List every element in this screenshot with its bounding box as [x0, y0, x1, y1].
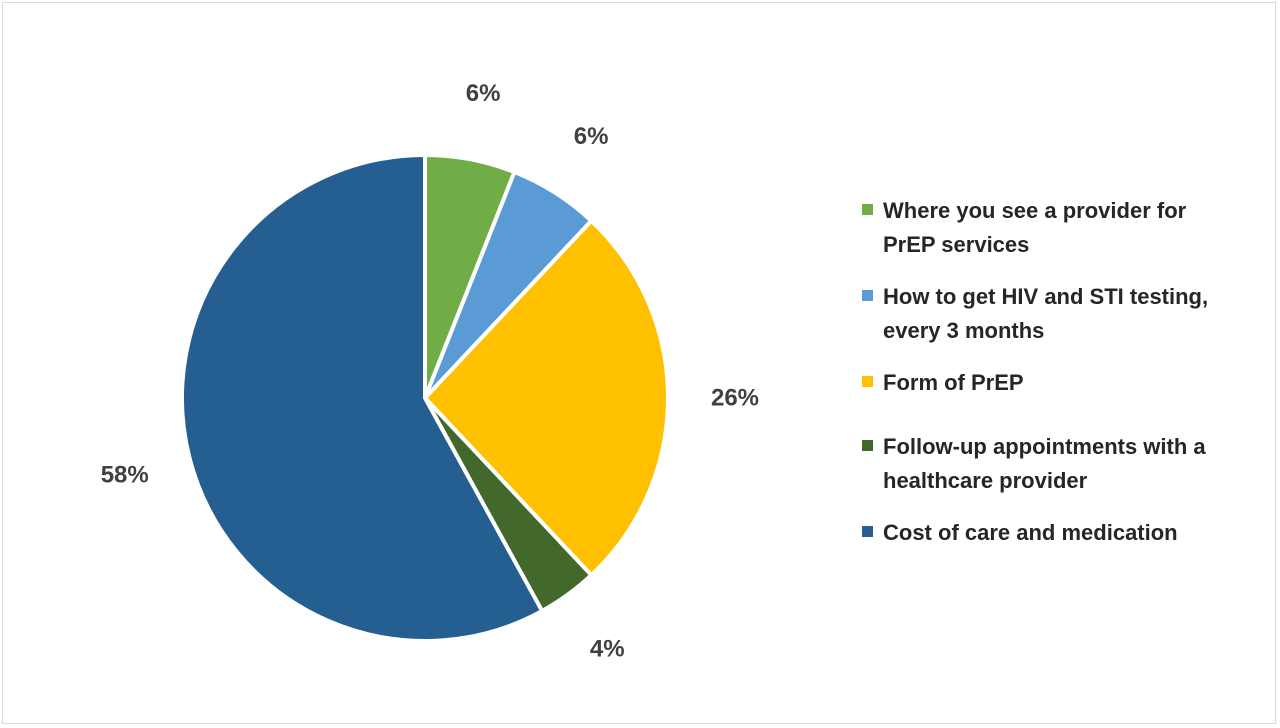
pie-data-labels: 6% 6% 26% 4% 58%	[101, 80, 759, 662]
legend-swatch-blue	[862, 290, 873, 301]
legend-label: Where you see a provider for	[883, 198, 1187, 223]
legend-label-line2: every 3 months	[883, 318, 1045, 343]
data-label-2: 26%	[711, 385, 759, 412]
data-label-1: 6%	[574, 123, 609, 150]
legend-label-line2: PrEP services	[883, 232, 1030, 257]
pie-slice-2	[422, 218, 670, 578]
pie-slice-4	[180, 152, 545, 643]
data-label-3: 4%	[590, 635, 625, 662]
legend-swatch-green	[862, 204, 873, 215]
legend-label: Cost of care and medication	[883, 520, 1178, 545]
legend-item-cost: Cost of care and medication	[862, 516, 1262, 550]
legend-item-form-of-prep: Form of PrEP	[862, 366, 1262, 400]
data-label-4: 58%	[101, 462, 149, 489]
legend-item-follow-up: Follow-up appointments with a healthcare…	[862, 430, 1262, 498]
legend-label: Follow-up appointments with a	[883, 434, 1206, 459]
legend-item-provider-location: Where you see a provider for PrEP servic…	[862, 194, 1262, 262]
legend-swatch-gold	[862, 376, 873, 387]
legend-swatch-dark-blue	[862, 526, 873, 537]
data-label-0: 6%	[466, 80, 501, 107]
legend-label: Form of PrEP	[883, 370, 1024, 395]
legend-label: How to get HIV and STI testing,	[883, 284, 1209, 309]
legend-label-line2: healthcare provider	[883, 468, 1088, 493]
legend-item-testing: How to get HIV and STI testing, every 3 …	[862, 280, 1262, 348]
legend: Where you see a provider for PrEP servic…	[862, 194, 1262, 568]
legend-swatch-dark-green	[862, 440, 873, 451]
pie-slices	[180, 152, 670, 643]
